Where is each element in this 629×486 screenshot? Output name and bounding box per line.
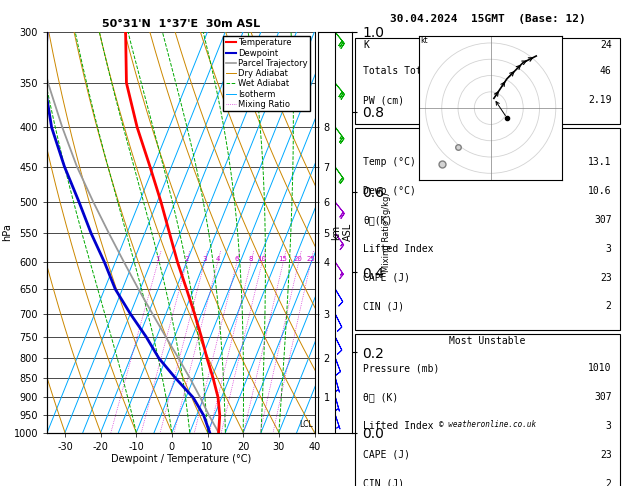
- Y-axis label: km
ASL: km ASL: [331, 223, 353, 241]
- X-axis label: Dewpoint / Temperature (°C): Dewpoint / Temperature (°C): [111, 454, 251, 464]
- Title: 50°31'N  1°37'E  30m ASL: 50°31'N 1°37'E 30m ASL: [102, 19, 260, 30]
- Text: Lifted Index: Lifted Index: [364, 243, 434, 254]
- Text: 2: 2: [606, 301, 611, 312]
- Text: 30.04.2024  15GMT  (Base: 12): 30.04.2024 15GMT (Base: 12): [389, 14, 586, 24]
- Text: CIN (J): CIN (J): [364, 479, 404, 486]
- Text: Mixing Ratio (g/kg): Mixing Ratio (g/kg): [382, 192, 391, 272]
- Text: 24: 24: [600, 39, 611, 50]
- Text: Dewp (°C): Dewp (°C): [364, 186, 416, 196]
- Text: 2: 2: [606, 479, 611, 486]
- Text: Lifted Index: Lifted Index: [364, 421, 434, 431]
- Bar: [355, 334, 620, 486]
- Text: Totals Totals: Totals Totals: [364, 67, 440, 76]
- Text: 307: 307: [594, 392, 611, 402]
- Text: 3: 3: [606, 421, 611, 431]
- Text: 1: 1: [155, 257, 160, 262]
- Text: 10: 10: [257, 257, 267, 262]
- Text: CAPE (J): CAPE (J): [364, 450, 410, 460]
- Text: 3: 3: [202, 257, 206, 262]
- Text: 23: 23: [600, 450, 611, 460]
- Text: 10.6: 10.6: [588, 186, 611, 196]
- Bar: [355, 37, 620, 124]
- Text: 13.1: 13.1: [588, 157, 611, 167]
- Text: θᴄ (K): θᴄ (K): [364, 392, 399, 402]
- Text: 3: 3: [606, 243, 611, 254]
- Text: 307: 307: [594, 215, 611, 225]
- Text: Temp (°C): Temp (°C): [364, 157, 416, 167]
- Text: CAPE (J): CAPE (J): [364, 273, 410, 282]
- Text: 23: 23: [600, 273, 611, 282]
- Text: CIN (J): CIN (J): [364, 301, 404, 312]
- Text: 15: 15: [279, 257, 287, 262]
- Text: 25: 25: [306, 257, 315, 262]
- Text: 4: 4: [215, 257, 220, 262]
- Text: K: K: [364, 39, 369, 50]
- Text: LCL: LCL: [299, 419, 313, 429]
- Y-axis label: hPa: hPa: [3, 223, 12, 241]
- Text: 2: 2: [184, 257, 189, 262]
- Bar: [355, 128, 620, 330]
- Text: 6: 6: [235, 257, 239, 262]
- Text: 46: 46: [600, 67, 611, 76]
- Legend: Temperature, Dewpoint, Parcel Trajectory, Dry Adiabat, Wet Adiabat, Isotherm, Mi: Temperature, Dewpoint, Parcel Trajectory…: [223, 36, 310, 111]
- Text: 8: 8: [248, 257, 253, 262]
- Text: kt: kt: [421, 36, 428, 45]
- Text: PW (cm): PW (cm): [364, 95, 404, 105]
- Text: Most Unstable: Most Unstable: [449, 335, 526, 346]
- Text: 20: 20: [294, 257, 303, 262]
- Text: Surface: Surface: [467, 129, 508, 139]
- Text: © weatheronline.co.uk: © weatheronline.co.uk: [439, 419, 536, 429]
- Text: Pressure (mb): Pressure (mb): [364, 363, 440, 373]
- Text: 1010: 1010: [588, 363, 611, 373]
- Text: 2.19: 2.19: [588, 95, 611, 105]
- Text: θᴄ(K): θᴄ(K): [364, 215, 392, 225]
